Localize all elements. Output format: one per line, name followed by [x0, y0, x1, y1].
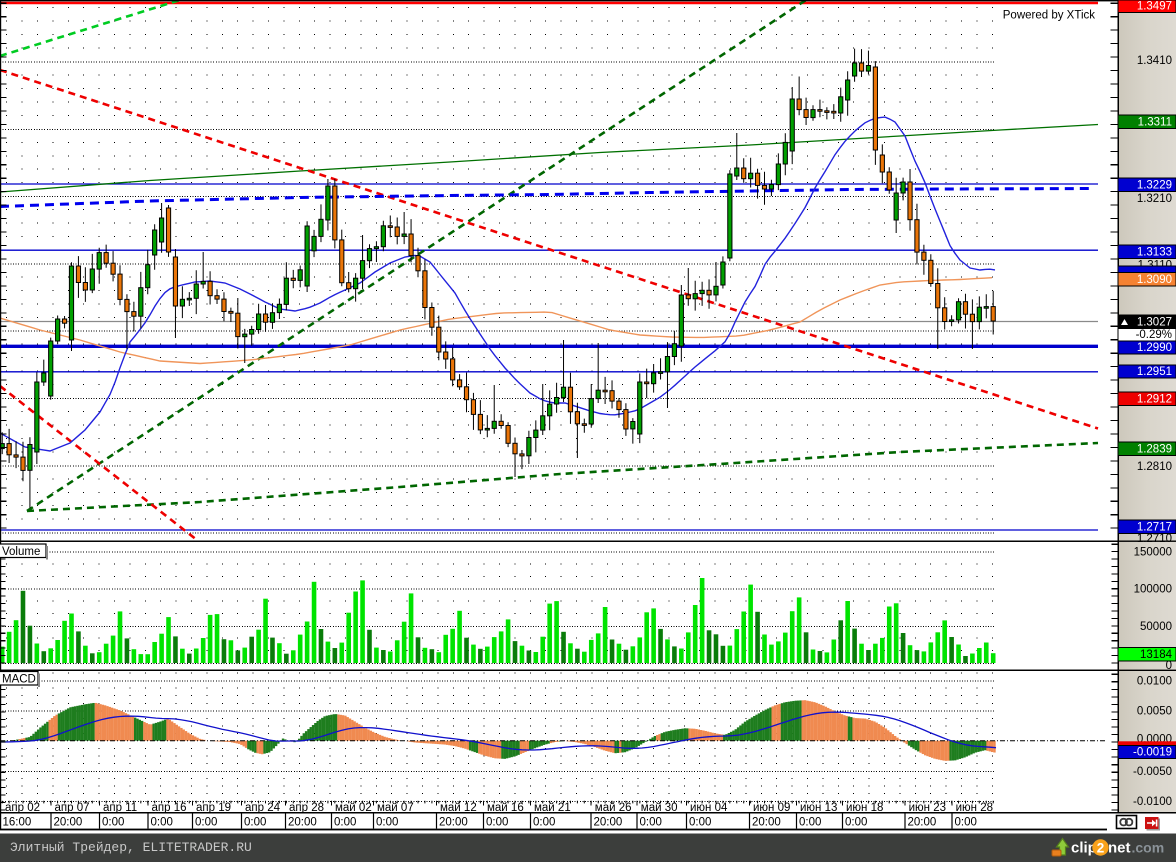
svg-text:Элитный Трейдер, ELITETRADER.R: Элитный Трейдер, ELITETRADER.RU: [10, 840, 252, 855]
svg-text:0:00: 0:00: [640, 817, 662, 829]
svg-text:июн 18: июн 18: [846, 802, 883, 814]
svg-text:100000: 100000: [1134, 584, 1172, 596]
svg-text:Volume: Volume: [2, 546, 40, 558]
svg-text:0.0050: 0.0050: [1137, 706, 1172, 718]
svg-text:1.3410: 1.3410: [1137, 55, 1172, 67]
svg-text:-0.0050: -0.0050: [1133, 766, 1172, 778]
svg-text:0:00: 0:00: [533, 817, 555, 829]
svg-text:май 30: май 30: [641, 802, 678, 814]
svg-text:20:00: 20:00: [439, 817, 468, 829]
svg-text:1.3027: 1.3027: [1137, 317, 1172, 329]
svg-text:clip: clip: [1071, 840, 1097, 857]
svg-text:июн 09: июн 09: [753, 802, 790, 814]
svg-text:июн 13: июн 13: [800, 802, 837, 814]
svg-text:апр 11: апр 11: [103, 802, 137, 814]
svg-text:.com: .com: [1132, 840, 1165, 856]
svg-text:MACD: MACD: [2, 674, 36, 686]
svg-text:май 02: май 02: [335, 802, 372, 814]
svg-text:0:00: 0:00: [799, 817, 821, 829]
svg-text:13184: 13184: [1140, 649, 1173, 661]
svg-text:0.0100: 0.0100: [1137, 676, 1172, 688]
svg-text:0:00: 0:00: [689, 817, 711, 829]
svg-text:2: 2: [1097, 841, 1105, 856]
svg-text:июн 28: июн 28: [956, 802, 993, 814]
svg-text:20:00: 20:00: [908, 817, 937, 829]
svg-text:20:00: 20:00: [594, 817, 623, 829]
svg-text:1.3090: 1.3090: [1137, 274, 1172, 286]
svg-text:апр 02: апр 02: [5, 802, 40, 814]
svg-text:1.2951: 1.2951: [1137, 366, 1172, 378]
svg-text:-0.0100: -0.0100: [1133, 796, 1172, 808]
svg-text:0:00: 0:00: [334, 817, 356, 829]
svg-text:0:00: 0:00: [151, 817, 173, 829]
svg-text:1.2717: 1.2717: [1137, 522, 1172, 534]
svg-text:1.3229: 1.3229: [1137, 180, 1172, 192]
svg-text:0:00: 0:00: [102, 817, 124, 829]
svg-text:1.2710: 1.2710: [1137, 533, 1172, 545]
svg-text:май 12: май 12: [440, 802, 477, 814]
svg-text:апр 16: апр 16: [152, 802, 187, 814]
svg-text:май 21: май 21: [534, 802, 571, 814]
svg-text:0:00: 0:00: [845, 817, 867, 829]
svg-text:июн 23: июн 23: [909, 802, 946, 814]
svg-text:16:00: 16:00: [3, 817, 32, 829]
svg-text:20:00: 20:00: [54, 817, 83, 829]
svg-text:1.3133: 1.3133: [1137, 247, 1172, 259]
svg-text:Powered by XTick: Powered by XTick: [1003, 10, 1095, 22]
svg-text:150000: 150000: [1134, 547, 1172, 559]
svg-text:50000: 50000: [1140, 621, 1172, 633]
svg-text:май 07: май 07: [377, 802, 414, 814]
svg-text:июн 04: июн 04: [690, 802, 728, 814]
svg-text:0:00: 0:00: [955, 817, 977, 829]
svg-text:20:00: 20:00: [288, 817, 317, 829]
svg-text:1.3497: 1.3497: [1137, 1, 1172, 13]
svg-text:апр 07: апр 07: [55, 802, 90, 814]
svg-text:0:00: 0:00: [376, 817, 398, 829]
svg-text:апр 24: апр 24: [245, 802, 281, 814]
svg-text:0:00: 0:00: [486, 817, 508, 829]
svg-text:1.2839: 1.2839: [1137, 444, 1172, 456]
svg-text:0: 0: [1166, 660, 1172, 672]
svg-text:0:00: 0:00: [195, 817, 217, 829]
svg-text:апр 28: апр 28: [289, 802, 324, 814]
svg-text:1.2990: 1.2990: [1137, 342, 1172, 354]
svg-text:1.3210: 1.3210: [1137, 193, 1172, 205]
svg-text:1.2810: 1.2810: [1137, 461, 1172, 473]
svg-text:net: net: [1108, 840, 1131, 857]
svg-text:-0.0019: -0.0019: [1133, 747, 1172, 759]
svg-text:0:00: 0:00: [244, 817, 266, 829]
svg-text:-0.29%: -0.29%: [1136, 329, 1172, 341]
svg-text:1.2912: 1.2912: [1137, 394, 1172, 406]
svg-text:1.3311: 1.3311: [1138, 117, 1172, 129]
svg-text:20:00: 20:00: [752, 817, 781, 829]
svg-text:май 16: май 16: [487, 802, 524, 814]
svg-text:май 26: май 26: [595, 802, 632, 814]
svg-text:апр 19: апр 19: [196, 802, 231, 814]
